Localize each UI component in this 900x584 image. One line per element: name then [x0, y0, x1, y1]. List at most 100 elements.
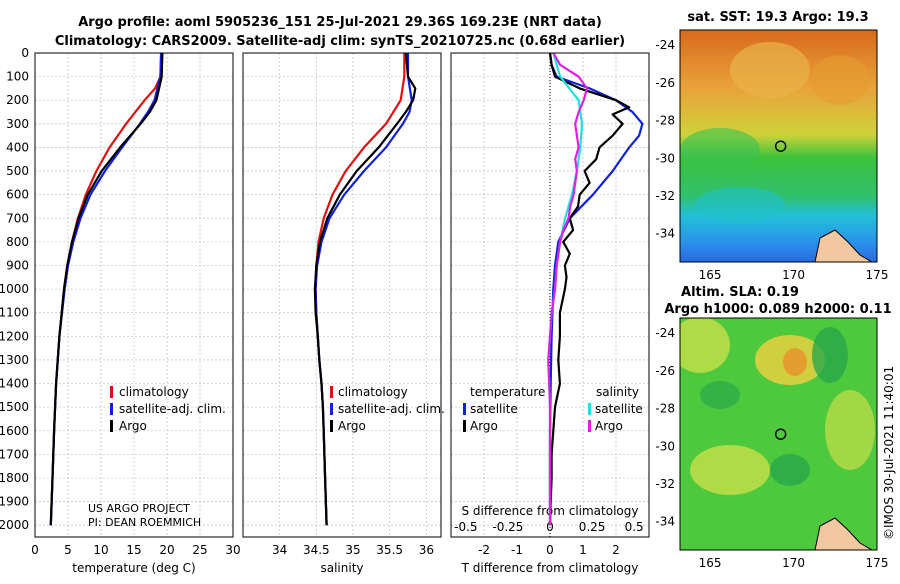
x-tick-label: 25	[192, 543, 207, 557]
series-line-salinity-argo	[547, 52, 589, 526]
sst-warm-patch	[730, 42, 810, 98]
s-tick-label: 0.5	[625, 520, 644, 534]
x-tick-label: -2	[478, 543, 490, 557]
sla-orange	[783, 348, 807, 376]
y-tick-label: 400	[6, 140, 29, 154]
sla-yellow-3	[690, 445, 770, 495]
y-tick-label: 100	[6, 70, 29, 84]
legend3-swatch-t-satellite	[463, 403, 466, 415]
map-x-tick-label: 175	[866, 556, 889, 570]
sst-map	[680, 30, 877, 262]
panel-frame	[34, 52, 234, 538]
legend-difference: temperature satellite Argo salinity sate…	[463, 385, 643, 433]
y-tick-label: 900	[6, 258, 29, 272]
x-axis-label: salinity	[320, 561, 363, 575]
y-tick-label: 1800	[0, 471, 29, 485]
y-tick-label: 1500	[0, 400, 29, 414]
series-line-temperature-satellite	[548, 52, 644, 526]
map-x-tick-label: 175	[866, 268, 889, 282]
series-line-temperature-argo	[548, 52, 631, 526]
sst-coastline	[814, 229, 873, 262]
map-y-tick-label: -26	[655, 364, 675, 378]
figure-title-line1: Argo profile: aoml 5905236_151 25-Jul-20…	[78, 15, 602, 30]
sla-dark-2	[770, 454, 810, 486]
legend-label-satellite: satellite-adj. clim.	[119, 402, 226, 416]
map-x-tick-label: 170	[782, 556, 805, 570]
x-tick-label: 15	[126, 543, 141, 557]
y-tick-label: 600	[6, 188, 29, 202]
x-tick-label: 0	[31, 543, 39, 557]
map-axes: 165 170 175 -24 -26 -28 -30 -32 -34 165 170 175 -24 -…	[655, 38, 888, 570]
legend-swatch-satellite	[110, 403, 113, 415]
map-x-tick-label: 165	[699, 556, 722, 570]
x-tick-label: 36	[419, 543, 434, 557]
map-y-tick-label: -24	[655, 38, 675, 52]
float-location-marker	[774, 428, 787, 440]
legend-swatch-climatology	[110, 386, 113, 398]
legend-swatch-argo	[110, 420, 113, 432]
legend2-label-climatology: climatology	[338, 385, 408, 399]
s-tick-label: 0.25	[579, 520, 606, 534]
s-tick-label: -0.5	[454, 520, 477, 534]
legend3-salinity-heading: salinity	[596, 385, 639, 399]
sst-cyan-patch	[695, 187, 785, 223]
panel-frame	[242, 52, 442, 538]
sst-cool-patch	[810, 55, 870, 105]
figure-title-line2: Climatology: CARS2009. Satellite-adj cli…	[55, 34, 625, 49]
series-line-argo	[49, 52, 164, 526]
sla-map	[680, 318, 877, 550]
legend3-temperature-heading: temperature	[470, 385, 545, 399]
float-location-marker	[774, 140, 787, 152]
s-tick-label: -0.25	[492, 520, 523, 534]
legend3-label-s-argo: Argo	[595, 419, 623, 433]
legend-label-climatology: climatology	[119, 385, 189, 399]
map-y-tick-label: -34	[655, 515, 675, 529]
x-tick-label: 20	[159, 543, 174, 557]
project-line1: US ARGO PROJECT	[88, 502, 190, 515]
map-x-tick-label: 165	[699, 268, 722, 282]
legend2-label-satellite: satellite-adj. clim.	[338, 402, 445, 416]
x-tick-label: 30	[225, 543, 240, 557]
x-tick-label: 0	[546, 543, 554, 557]
argo-h-title: Argo h1000: 0.089 h2000: 0.11	[664, 302, 891, 317]
temperature-panel: 0100200300400500600700800900100011001200…	[0, 46, 241, 575]
legend2-swatch-argo	[330, 420, 333, 432]
y-tick-label: 2000	[0, 518, 29, 532]
x-tick-label: 5	[64, 543, 72, 557]
y-tick-label: 1000	[0, 282, 29, 296]
sla-dark-1	[812, 327, 848, 383]
legend-profile: climatology satellite-adj. clim. Argo	[110, 385, 226, 433]
map-y-tick-label: -26	[655, 76, 675, 90]
sla-coastline	[814, 517, 873, 550]
x-tick-label: 34	[272, 543, 287, 557]
legend-label-argo: Argo	[119, 419, 147, 433]
map-y-tick-label: -28	[655, 114, 675, 128]
map-y-tick-label: -32	[655, 477, 675, 491]
legend-salinity: climatology satellite-adj. clim. Argo	[330, 385, 445, 433]
y-tick-label: 0	[21, 46, 29, 60]
s-tick-label: 0	[546, 520, 554, 534]
y-tick-label: 500	[6, 164, 29, 178]
legend3-label-t-satellite: satellite	[470, 402, 518, 416]
x-axis-label: T difference from climatology	[461, 561, 639, 575]
sla-frame	[679, 317, 878, 551]
y-tick-label: 1400	[0, 377, 29, 391]
sla-title: Altim. SLA: 0.19	[681, 285, 799, 300]
legend2-swatch-satellite	[330, 403, 333, 415]
sst-title: sat. SST: 19.3 Argo: 19.3	[687, 10, 868, 25]
legend3-swatch-t-argo	[463, 420, 466, 432]
legend2-swatch-climatology	[330, 386, 333, 398]
y-tick-label: 1200	[0, 329, 29, 343]
x-tick-label: 1	[579, 543, 587, 557]
sst-green-patch	[680, 128, 760, 172]
map-y-tick-label: -30	[655, 151, 675, 165]
map-x-tick-label: 170	[782, 268, 805, 282]
map-y-tick-label: -34	[655, 227, 675, 241]
map-y-tick-label: -28	[655, 402, 675, 416]
y-tick-label: 300	[6, 117, 29, 131]
series-line-argo	[313, 52, 417, 526]
sst-frame	[679, 29, 878, 263]
legend3-label-s-satellite: satellite	[595, 402, 643, 416]
legend3-label-t-argo: Argo	[470, 419, 498, 433]
